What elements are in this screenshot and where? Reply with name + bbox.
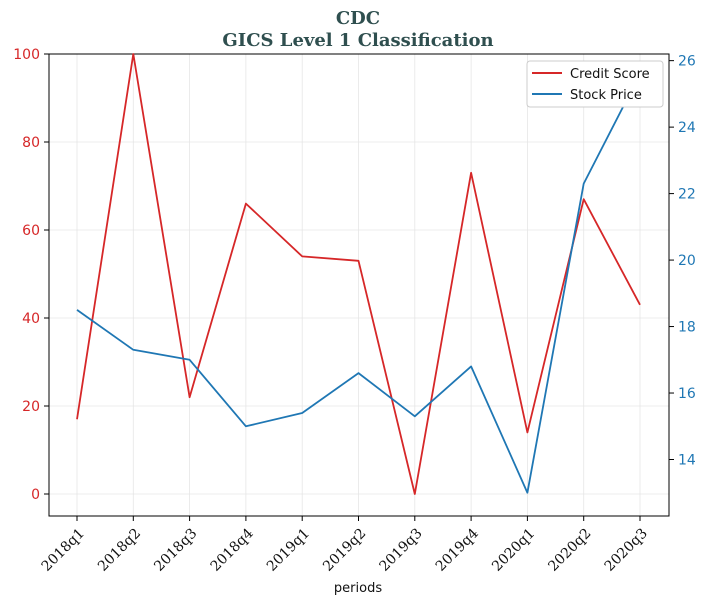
grid <box>49 53 669 516</box>
right-tick-label: 20 <box>678 253 696 269</box>
right-tick-label: 18 <box>678 320 696 336</box>
left-tick-label: 60 <box>22 223 40 239</box>
left-tick-label: 100 <box>13 47 40 63</box>
x-tick-label: 2018q1 <box>39 526 88 575</box>
x-tick-label: 2018q2 <box>95 526 144 575</box>
left-axis: 0 20 40 60 80 100 <box>13 47 49 503</box>
x-axis: 2018q1 2018q2 2018q3 2018q4 2019q1 2019q2 2019… <box>39 516 651 575</box>
plot-frame <box>48 53 670 517</box>
x-tick-label: 2020q1 <box>489 526 538 575</box>
x-axis-label: periods <box>334 581 382 596</box>
right-tick-label: 22 <box>678 187 696 203</box>
right-tick-label: 16 <box>678 386 696 402</box>
left-tick-label: 40 <box>22 311 40 327</box>
right-tick-label: 24 <box>678 120 696 136</box>
chart-title: CDC <box>336 8 380 29</box>
left-tick-label: 0 <box>31 487 40 503</box>
x-tick-label: 2018q4 <box>208 525 257 574</box>
legend-label-stock-price: Stock Price <box>570 88 642 103</box>
series-line-stock-price <box>76 73 641 494</box>
x-tick-label: 2020q2 <box>545 526 594 575</box>
legend: Credit Score Stock Price <box>526 60 664 108</box>
right-tick-label: 26 <box>678 54 696 70</box>
x-tick-label: 2019q1 <box>264 526 313 575</box>
x-tick-label: 2020q3 <box>602 526 651 575</box>
left-tick-label: 20 <box>22 399 40 415</box>
chart-subtitle: GICS Level 1 Classification <box>222 30 493 51</box>
left-tick-label: 80 <box>22 135 40 151</box>
series-line-credit-score <box>76 53 641 495</box>
x-tick-label: 2019q3 <box>376 526 425 575</box>
right-axis: 14 16 18 20 22 24 26 <box>669 54 696 468</box>
right-tick-label: 14 <box>678 452 696 468</box>
legend-label-credit-score: Credit Score <box>570 67 650 82</box>
x-tick-label: 2019q4 <box>433 525 482 574</box>
x-tick-label: 2019q2 <box>320 526 369 575</box>
series-lines <box>76 53 641 495</box>
x-tick-label: 2018q3 <box>151 526 200 575</box>
